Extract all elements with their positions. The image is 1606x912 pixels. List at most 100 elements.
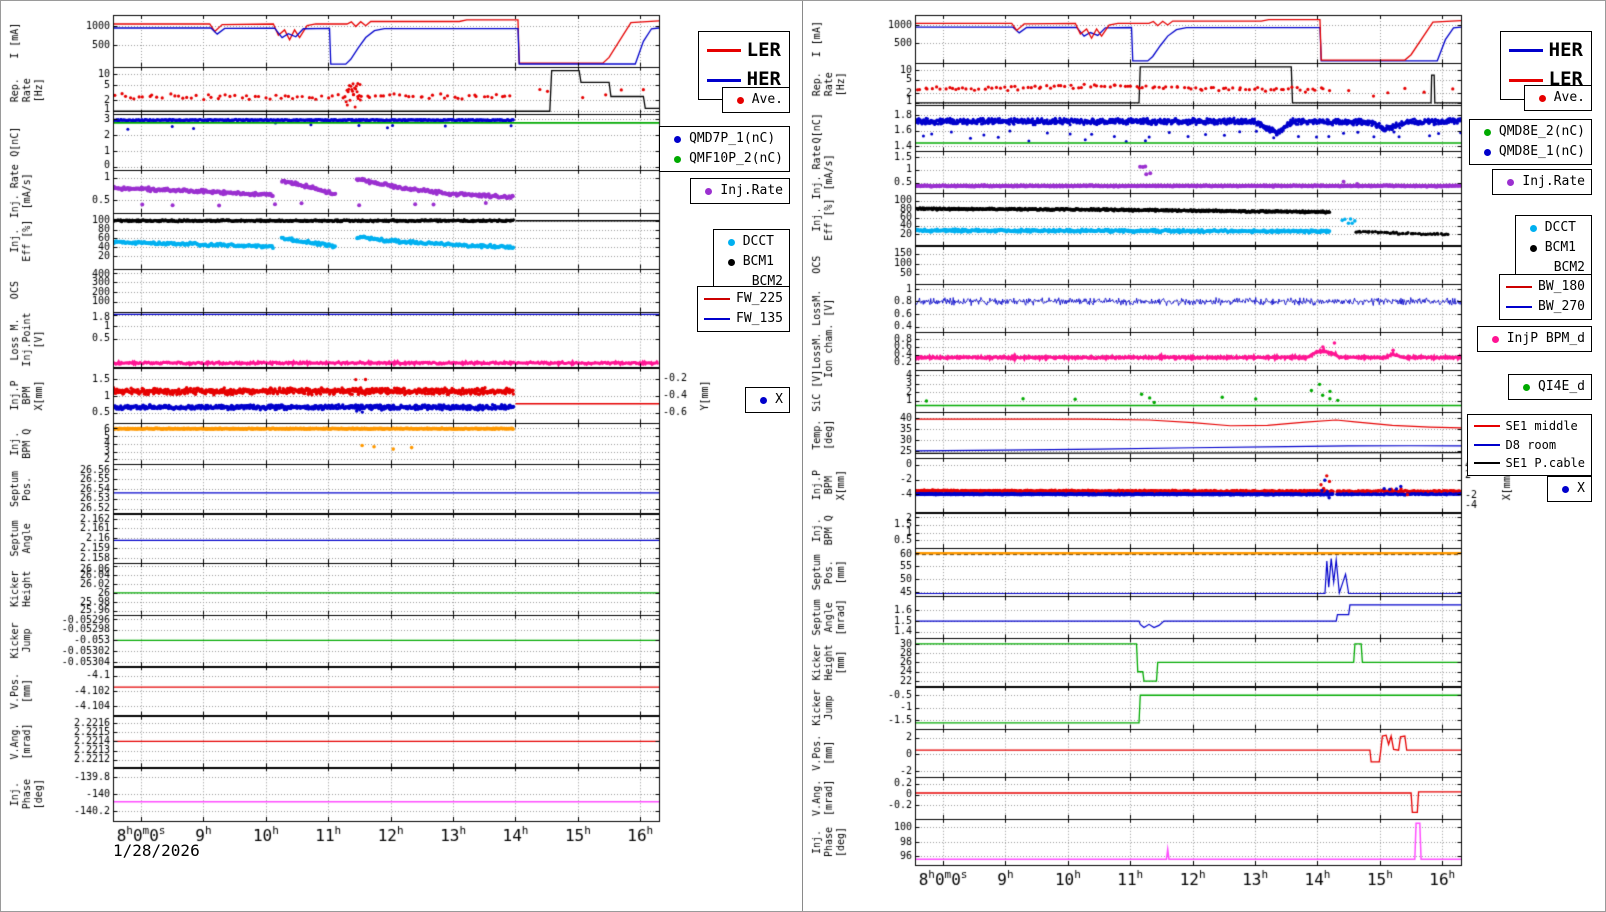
- legend-dot-swatch-icon: [1483, 148, 1491, 156]
- legend-item: X: [1554, 479, 1585, 499]
- legend-item: BW_180: [1506, 277, 1585, 297]
- legend-label: QI4E_d: [1538, 379, 1585, 394]
- legend-label: LER: [1548, 68, 1583, 91]
- legend-item: BCM2: [1522, 258, 1585, 278]
- legend-label: QMF10P_2(nC): [689, 151, 783, 167]
- legend-label: Inj.Rate: [1522, 174, 1585, 189]
- legend-item: SE1 P.cable: [1473, 454, 1585, 473]
- legend-label: QMD7P_1(nC): [689, 131, 776, 146]
- legend-line-swatch-icon: [706, 78, 741, 82]
- legend-box: FW_225 FW_135: [697, 286, 790, 333]
- legend-item: FW_135: [704, 309, 783, 329]
- legend-item: LER: [706, 36, 781, 65]
- date-label: 1/28/2026: [113, 841, 200, 860]
- legend-item: QMD7P_1(nC): [666, 129, 783, 149]
- legend-line-swatch-icon: [706, 49, 741, 53]
- legend-label: Ave.: [1553, 90, 1585, 105]
- legend-label: BCM2: [751, 274, 783, 290]
- legend-dot-swatch-icon: [1562, 485, 1570, 493]
- legend-item: X: [752, 390, 783, 410]
- legend-label: DCCT: [742, 234, 774, 249]
- legend-label: BCM1: [1544, 240, 1576, 256]
- legend-label: Ave.: [751, 92, 783, 107]
- legend-label: D8 room: [1505, 437, 1557, 452]
- legend-line-swatch-icon: [1506, 286, 1533, 289]
- legend-box: Inj.Rate: [690, 178, 790, 205]
- legend-box: Inj.Rate: [1492, 169, 1592, 196]
- legend-item: LER: [1508, 65, 1583, 94]
- legend-line-swatch-icon: [1473, 462, 1500, 465]
- legend-label: QMD8E_2(nC): [1498, 124, 1585, 139]
- legend-line-swatch-icon: [1473, 425, 1500, 428]
- legend-label: LER: [746, 39, 781, 61]
- legend-label: X: [775, 392, 783, 407]
- legend-line-swatch-icon: [704, 298, 731, 301]
- legend-box: DCCT BCM1 BCM2: [1514, 215, 1592, 282]
- legend-item: D8 room: [1473, 436, 1585, 455]
- legend-item: QI4E_d: [1515, 377, 1585, 397]
- legend-dot-swatch-icon: [1538, 94, 1546, 102]
- legend-label: SE1 P.cable: [1505, 456, 1585, 471]
- panel-divider: [802, 1, 803, 911]
- legend-line-swatch-icon: [1508, 49, 1543, 53]
- legend-label: BCM1: [742, 254, 774, 270]
- legend-label: InjP BPM_d: [1506, 331, 1585, 346]
- left-panel: 1/28/2026 LER HER Ave. QMD7P_1(nC) QMF10P_2(…: [1, 1, 802, 911]
- legend-box: InjP BPM_d: [1476, 326, 1592, 353]
- legend-label: HER: [1548, 39, 1583, 61]
- legend-label: QMD8E_1(nC): [1498, 144, 1585, 160]
- legend-item: QMF10P_2(nC): [666, 149, 783, 169]
- legend-item: BCM1: [720, 252, 783, 272]
- legend-dot-swatch-icon: [760, 396, 768, 404]
- legend-dot-swatch-icon: [705, 187, 713, 195]
- legend-dot-swatch-icon: [727, 238, 735, 246]
- legend-dot-swatch-icon: [727, 258, 735, 266]
- legend-label: BW_180: [1538, 279, 1585, 294]
- right-panel: HER LER Ave. QMD8E_2(nC) QMD8E_1(nC) Inj.Rate…: [803, 1, 1604, 911]
- legend-line-swatch-icon: [1473, 443, 1500, 446]
- legend-box: SE1 middle D8 room SE1 P.cable: [1466, 414, 1592, 476]
- legend-item: FW_225: [704, 289, 783, 309]
- legend-item: Inj.Rate: [1499, 172, 1585, 192]
- legend-item: Ave.: [1531, 88, 1585, 108]
- legend-item: DCCT: [1522, 218, 1585, 238]
- legend-item: Ave.: [729, 90, 783, 110]
- legend-item: QMD8E_2(nC): [1476, 122, 1585, 142]
- legend-dot-swatch-icon: [674, 135, 682, 143]
- legend-box: X: [745, 387, 790, 414]
- legend-item: HER: [1508, 36, 1583, 65]
- legend-box: Ave.: [1523, 85, 1592, 112]
- legend-dot-swatch-icon: [1507, 178, 1515, 186]
- legend-box: QMD7P_1(nC) QMF10P_2(nC): [659, 126, 790, 173]
- legend-dot-swatch-icon: [1491, 335, 1499, 343]
- legend-label: DCCT: [1544, 220, 1576, 235]
- legend-line-swatch-icon: [704, 318, 731, 321]
- legend-item: InjP BPM_d: [1484, 329, 1585, 349]
- legend-box: Ave.: [721, 87, 790, 114]
- legend-label: HER: [746, 68, 781, 91]
- legend-label: X: [1577, 481, 1585, 496]
- legend-box: DCCT BCM1 BCM2: [712, 229, 790, 296]
- legend-label: FW_135: [736, 311, 783, 327]
- legend-item: HER: [706, 65, 781, 94]
- legend-box: X: [1547, 476, 1592, 503]
- legend-dot-swatch-icon: [736, 96, 744, 104]
- legend-item: SE1 middle: [1473, 417, 1585, 436]
- legend-dot-swatch-icon: [674, 155, 682, 163]
- legend-label: BCM2: [1553, 260, 1585, 276]
- legend-label: BW_270: [1538, 299, 1585, 315]
- legend-item: BCM1: [1522, 238, 1585, 258]
- legend-dot-swatch-icon: [1529, 244, 1537, 252]
- legend-dot-swatch-icon: [1523, 383, 1531, 391]
- legend-item: Inj.Rate: [697, 181, 783, 201]
- legend-dot-swatch-icon: [1529, 224, 1537, 232]
- legend-item: QMD8E_1(nC): [1476, 142, 1585, 162]
- legend-box: QI4E_d: [1508, 374, 1592, 401]
- legend-item: BCM2: [720, 272, 783, 292]
- legend-label: SE1 middle: [1505, 419, 1578, 433]
- legend-box: QMD8E_2(nC) QMD8E_1(nC): [1468, 119, 1592, 166]
- legend-item: DCCT: [720, 232, 783, 252]
- legend-line-swatch-icon: [1506, 306, 1533, 309]
- legend-box: BW_180 BW_270: [1499, 274, 1592, 321]
